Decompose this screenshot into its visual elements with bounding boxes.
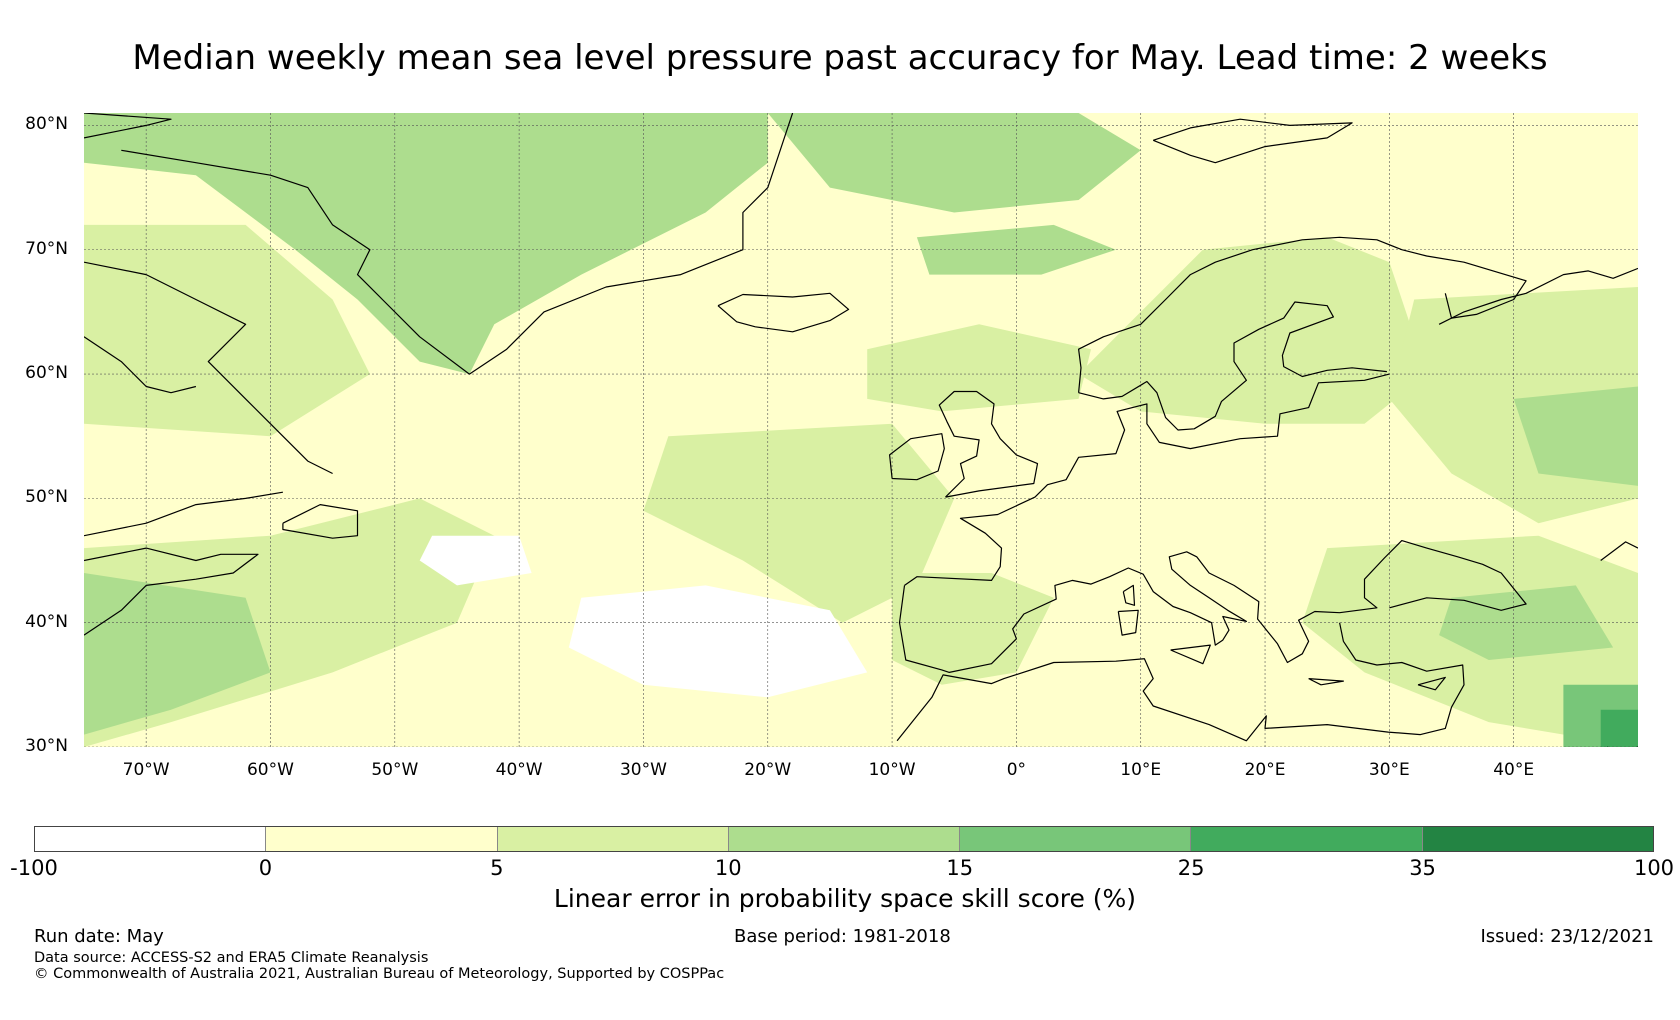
- colorbar-tick-label: 100: [1633, 856, 1675, 880]
- colorbar-tick-label: 15: [946, 856, 974, 880]
- copyright-notice: © Commonwealth of Australia 2021, Austra…: [34, 966, 725, 982]
- coastline-ireland: [888, 433, 945, 481]
- skill-region-arctic-east: [767, 113, 1141, 213]
- coastline-labrador-coast: [84, 261, 333, 475]
- skill-score-map: [84, 113, 1638, 747]
- base-period: Base period: 1981-2018: [734, 926, 951, 947]
- coastline-gulf-st-lawrence: [84, 491, 283, 537]
- coastline-white-sea: [1438, 267, 1638, 325]
- skill-region-nw-atlantic-core: [84, 573, 271, 735]
- lat-label: 40°N: [25, 611, 68, 632]
- coastline-nova-scotia: [84, 547, 259, 636]
- colorbar-label: Linear error in probability space skill …: [553, 884, 1137, 913]
- skill-region-low-skill-atlantic-2: [419, 535, 532, 586]
- coastline-great-britain: [938, 390, 1039, 498]
- coastline-crete: [1308, 678, 1345, 686]
- colorbar: [34, 826, 1654, 852]
- lat-label: 60°N: [25, 363, 68, 384]
- lon-label: 20°E: [1244, 760, 1286, 780]
- skill-region-russia-core: [1513, 386, 1638, 486]
- coastline-baffin: [84, 113, 172, 139]
- skill-region-north-sea: [867, 324, 1091, 412]
- lon-label: 30°W: [619, 760, 667, 780]
- coastline-baltic: [1078, 301, 1387, 431]
- lon-label: 30°E: [1368, 760, 1410, 780]
- lon-label: 70°W: [122, 760, 170, 780]
- colorbar-tick-label: 0: [258, 856, 273, 880]
- coastline-caspian: [1600, 541, 1638, 561]
- coastline-newfoundland: [282, 504, 359, 539]
- lon-label: 40°E: [1493, 760, 1535, 780]
- coastline-svalbard: [1152, 118, 1353, 164]
- lon-label: 10°E: [1120, 760, 1162, 780]
- skill-region-mid-atlantic: [643, 423, 955, 623]
- colorbar-segment: [960, 827, 1192, 851]
- lat-label: 70°N: [25, 238, 68, 259]
- skill-region-scandinavia: [1078, 237, 1427, 424]
- coastline-cyprus: [1417, 676, 1446, 691]
- lon-label: 40°W: [495, 760, 543, 780]
- lat-label: 80°N: [25, 114, 68, 135]
- colorbar-segment: [1191, 827, 1423, 851]
- coastline-sardinia: [1117, 609, 1139, 636]
- colorbar-segment: [497, 827, 729, 851]
- coastline-iceland: [717, 292, 850, 333]
- colorbar-segment: [1422, 827, 1653, 851]
- map-title: Median weekly mean sea level pressure pa…: [132, 38, 1548, 78]
- coastline-corsica: [1122, 584, 1136, 606]
- skill-region-iberia: [892, 573, 1054, 685]
- lon-label: 10°W: [868, 760, 916, 780]
- colorbar-tick-label: -100: [10, 856, 58, 880]
- skill-region-caucasus: [1439, 585, 1614, 660]
- map-panel: [84, 113, 1638, 747]
- colorbar-tick-label: 25: [1177, 856, 1205, 880]
- coastline-sicily: [1170, 644, 1211, 665]
- coastline-europe-west: [904, 373, 1390, 586]
- lat-label: 30°N: [25, 736, 68, 756]
- skill-region-levant-core: [1600, 709, 1638, 747]
- issued-date: Issued: 23/12/2021: [1480, 926, 1654, 947]
- skill-region-greenland: [84, 113, 768, 375]
- coastline-turkey-south: [896, 622, 1465, 742]
- run-date: Run date: May: [34, 926, 164, 947]
- colorbar-tick-label: 10: [714, 856, 742, 880]
- coastline-iberia: [898, 540, 1527, 674]
- colorbar-segment: [728, 827, 961, 851]
- data-source: Data source: ACCESS-S2 and ERA5 Climate …: [34, 950, 429, 966]
- coastline-hudson: [84, 336, 197, 394]
- skill-region-labrador: [84, 224, 370, 437]
- colorbar-tick-label: 5: [490, 856, 504, 880]
- colorbar-segment: [35, 827, 267, 851]
- lon-label: 50°W: [371, 760, 419, 780]
- colorbar-tick-label: 35: [1409, 856, 1436, 880]
- lat-label: 50°N: [25, 487, 68, 508]
- lon-label: 0°: [1006, 760, 1027, 780]
- colorbar-segment: [266, 827, 498, 851]
- lon-label: 60°W: [246, 760, 294, 780]
- lon-label: 20°W: [744, 760, 792, 780]
- coastline-greenland: [121, 113, 794, 375]
